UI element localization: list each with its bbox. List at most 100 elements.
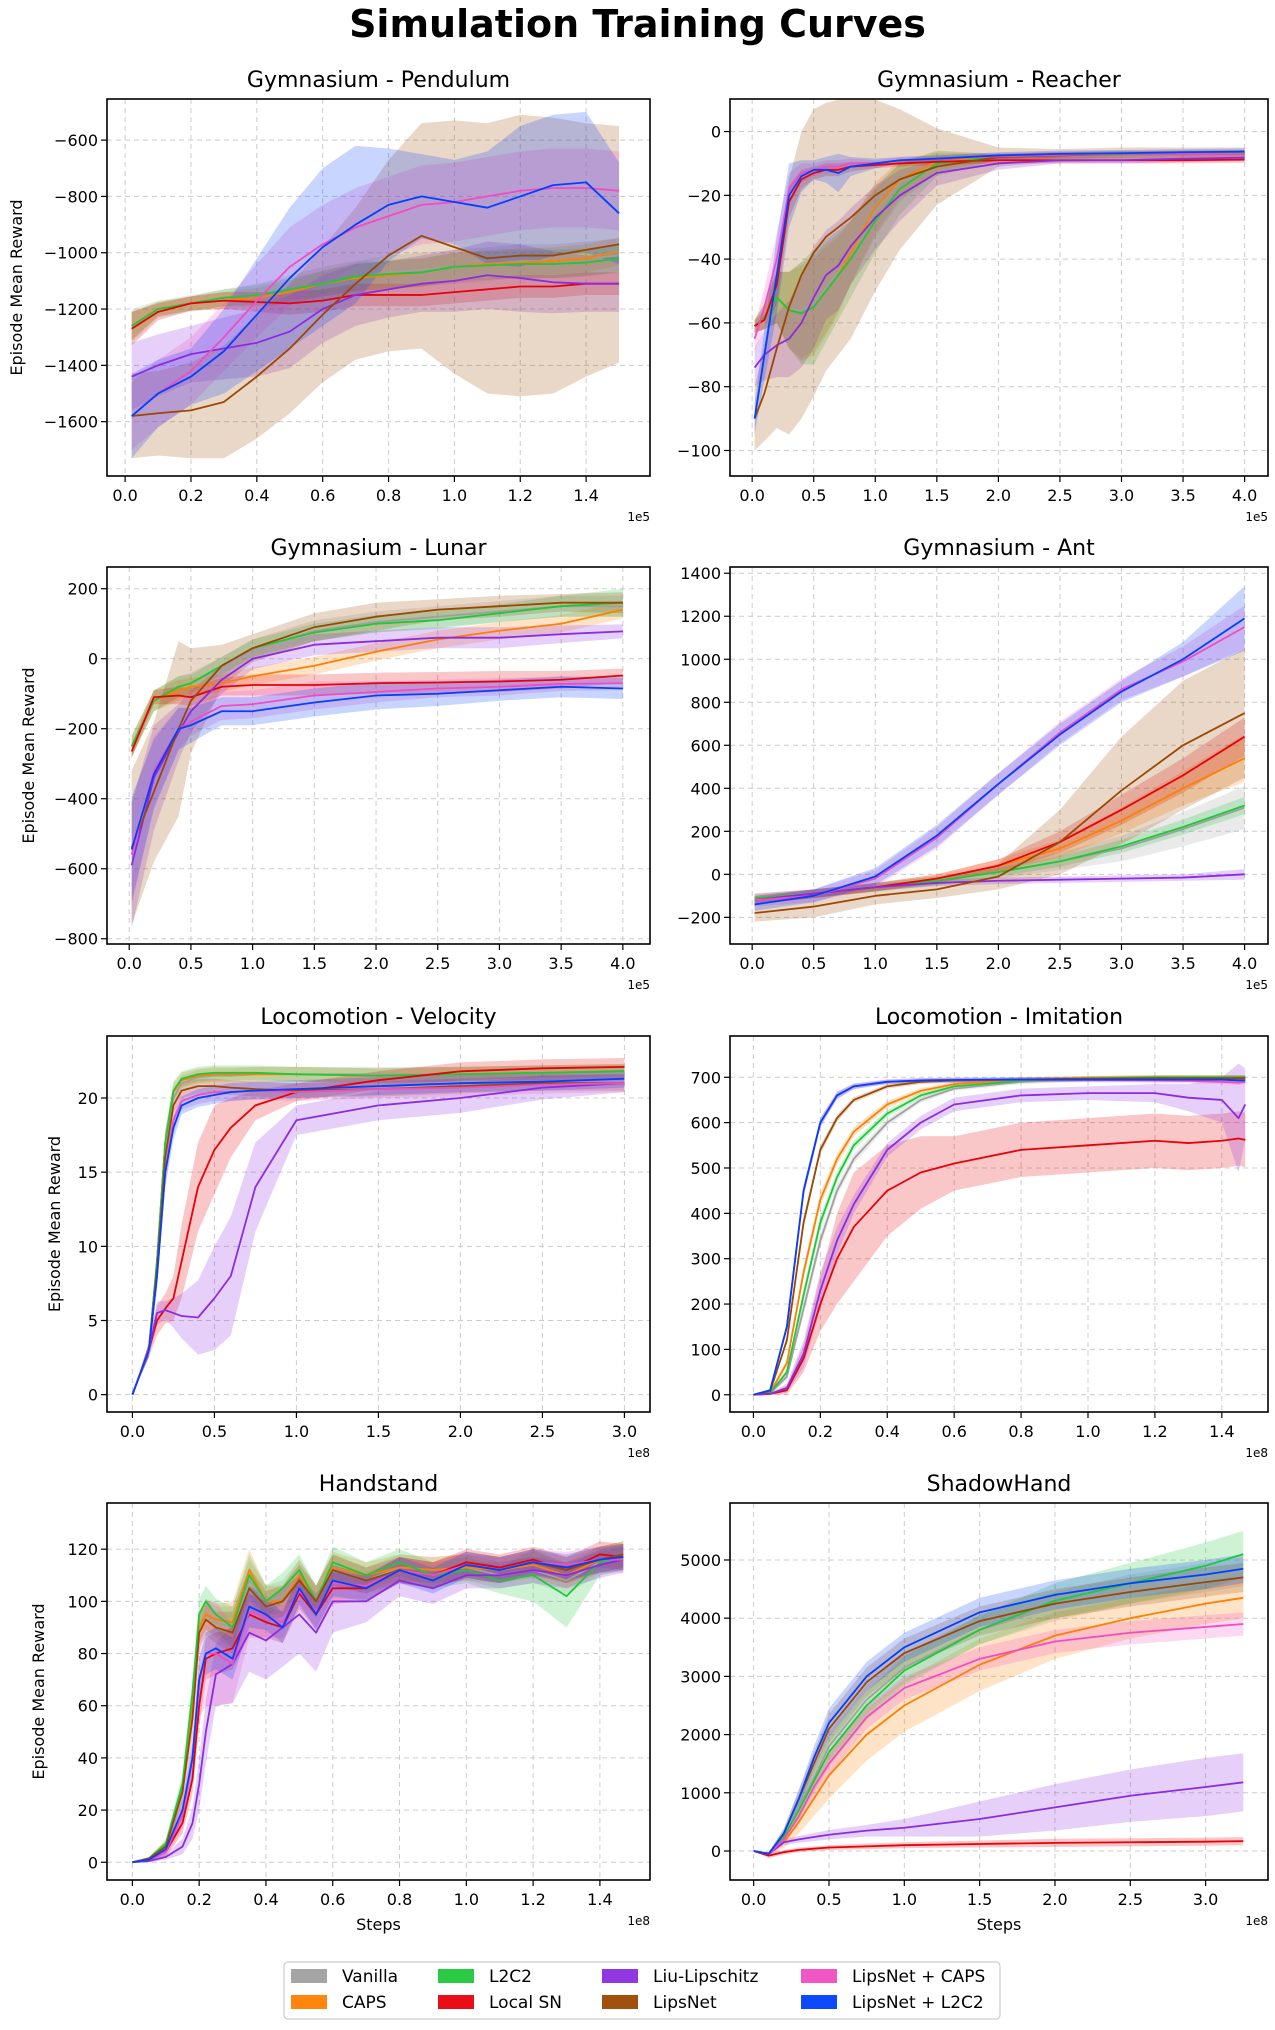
line-l2c2 bbox=[132, 1556, 624, 1864]
y-tick-label: −200 bbox=[54, 720, 98, 739]
subplot-title: Gymnasium - Ant bbox=[903, 536, 1095, 561]
x-tick-label: 1.0 bbox=[284, 1422, 309, 1441]
legend-swatch bbox=[801, 1995, 837, 2009]
line-l2c2 bbox=[753, 1076, 1246, 1396]
band-vanilla bbox=[754, 150, 1245, 358]
band-local-sn bbox=[754, 156, 1245, 333]
x-tick-label: 2.0 bbox=[1042, 1890, 1067, 1909]
x-tick-label: 2.5 bbox=[425, 954, 450, 973]
x-offset-label: 1e8 bbox=[1245, 1914, 1268, 1928]
x-axis-label: Steps bbox=[977, 1915, 1022, 1934]
y-tick-label: 15 bbox=[78, 1163, 98, 1182]
line-lipsnet-l2c2 bbox=[131, 181, 620, 417]
plot-area bbox=[132, 1541, 624, 1864]
x-tick-label: 1.0 bbox=[454, 1890, 479, 1909]
subplot-title: ShadowHand bbox=[927, 1472, 1072, 1497]
band-local-sn bbox=[131, 272, 620, 346]
y-tick-label: 80 bbox=[78, 1645, 98, 1664]
line-local-sn bbox=[753, 1137, 1246, 1396]
x-tick-label: 0.8 bbox=[376, 486, 401, 505]
plot-area bbox=[754, 586, 1246, 922]
y-tick-label: −40 bbox=[687, 250, 721, 269]
plot-area bbox=[753, 1063, 1247, 1396]
x-tick-label: 2.5 bbox=[530, 1422, 555, 1441]
y-tick-label: −1200 bbox=[44, 300, 98, 319]
y-tick-label: 100 bbox=[690, 1340, 721, 1359]
band-lipsnet bbox=[131, 114, 620, 459]
x-tick-label: 2.0 bbox=[986, 954, 1011, 973]
y-axis-label: Episode Mean Reward bbox=[7, 199, 26, 375]
band-l2c2 bbox=[754, 150, 1245, 365]
y-tick-label: −60 bbox=[687, 314, 721, 333]
x-offset-label: 1e8 bbox=[1245, 1446, 1268, 1460]
x-tick-label: 0.2 bbox=[808, 1422, 833, 1441]
y-tick-label: 600 bbox=[690, 736, 721, 755]
y-tick-label: −20 bbox=[687, 186, 721, 205]
subplot-title: Locomotion - Imitation bbox=[875, 1005, 1123, 1030]
y-tick-label: 3000 bbox=[680, 1667, 721, 1686]
band-lipsnet bbox=[754, 648, 1245, 922]
line-lipsnet-l2c2 bbox=[753, 1078, 1246, 1396]
axes-frame bbox=[729, 98, 1269, 477]
line-lipsnet-caps bbox=[753, 1623, 1244, 1855]
x-tick-label: 1.2 bbox=[1142, 1422, 1167, 1441]
x-tick-label: 2.0 bbox=[363, 954, 388, 973]
subplot-shadowhand: 0.0 0.5 1.0 1.5 2.0 2.5 3.0 0 1000 2000 3000 4000 50… bbox=[680, 1472, 1269, 1934]
line-liu-lipschitz bbox=[754, 873, 1245, 902]
y-tick-label: 1200 bbox=[680, 607, 721, 626]
legend-swatch bbox=[291, 1995, 327, 2009]
x-axis-label: Steps bbox=[356, 1915, 401, 1934]
band-liu-lipschitz bbox=[131, 241, 620, 411]
x-tick-label: 4.0 bbox=[1232, 954, 1257, 973]
x-tick-label: 1.2 bbox=[520, 1890, 545, 1909]
plot-area bbox=[753, 99, 1245, 451]
y-tick-label: −1000 bbox=[44, 244, 98, 263]
y-tick-label: −200 bbox=[677, 908, 721, 927]
band-lipsnet-caps bbox=[132, 1546, 624, 1863]
band-lipsnet-caps bbox=[754, 605, 1245, 907]
y-tick-label: 0 bbox=[88, 1386, 98, 1405]
y-tick-label: −600 bbox=[54, 860, 98, 879]
band-lipsnet bbox=[754, 99, 1245, 451]
y-tick-label: 5000 bbox=[680, 1551, 721, 1570]
x-tick-label: 1.0 bbox=[240, 954, 265, 973]
x-tick-label: 2.5 bbox=[1047, 486, 1072, 505]
x-tick-label: 1.0 bbox=[1075, 1422, 1100, 1441]
band-lipsnet-caps bbox=[754, 150, 1245, 352]
legend-item-lipsnet-caps: LipsNet + CAPS bbox=[801, 1967, 985, 1987]
x-tick-label: 1.4 bbox=[573, 486, 598, 505]
band-local-sn bbox=[754, 717, 1245, 905]
y-tick-label: 1000 bbox=[680, 650, 721, 669]
band-lipsnet-caps bbox=[753, 1612, 1244, 1856]
line-l2c2 bbox=[130, 601, 623, 747]
y-tick-label: 1400 bbox=[680, 564, 721, 583]
x-tick-label: 0.0 bbox=[112, 486, 137, 505]
x-tick-label: 3.5 bbox=[548, 954, 573, 973]
line-lipsnet-l2c2 bbox=[753, 150, 1245, 419]
legend: Vanilla CAPS L2C2 Local SN Liu-Lipschitz Lips… bbox=[283, 1961, 1001, 2020]
line-local-sn bbox=[131, 1065, 625, 1395]
y-tick-label: 0 bbox=[711, 1386, 721, 1405]
y-tick-label: 200 bbox=[690, 1295, 721, 1314]
y-tick-label: 700 bbox=[690, 1068, 721, 1087]
axes-frame bbox=[729, 566, 1269, 945]
x-offset-label: 1e5 bbox=[627, 510, 650, 524]
line-lipsnet bbox=[754, 712, 1246, 914]
x-tick-label: 0.8 bbox=[387, 1890, 412, 1909]
legend-label: L2C2 bbox=[489, 1967, 532, 1987]
plot-area bbox=[130, 588, 624, 929]
y-tick-label: 300 bbox=[690, 1250, 721, 1269]
legend-label: LipsNet bbox=[653, 1993, 717, 2013]
band-caps bbox=[131, 600, 623, 757]
x-tick-label: 0.0 bbox=[741, 1890, 766, 1909]
x-tick-label: 2.0 bbox=[986, 486, 1011, 505]
x-tick-label: 0.0 bbox=[739, 954, 764, 973]
legend-swatch bbox=[602, 1995, 638, 2009]
line-lipsnet-l2c2 bbox=[130, 685, 623, 850]
line-liu-lipschitz bbox=[753, 1781, 1244, 1855]
legend-label: LipsNet + CAPS bbox=[852, 1967, 985, 1987]
band-lipsnet-l2c2 bbox=[754, 148, 1245, 435]
y-tick-label: 120 bbox=[67, 1540, 98, 1559]
x-tick-label: 0.2 bbox=[178, 486, 203, 505]
